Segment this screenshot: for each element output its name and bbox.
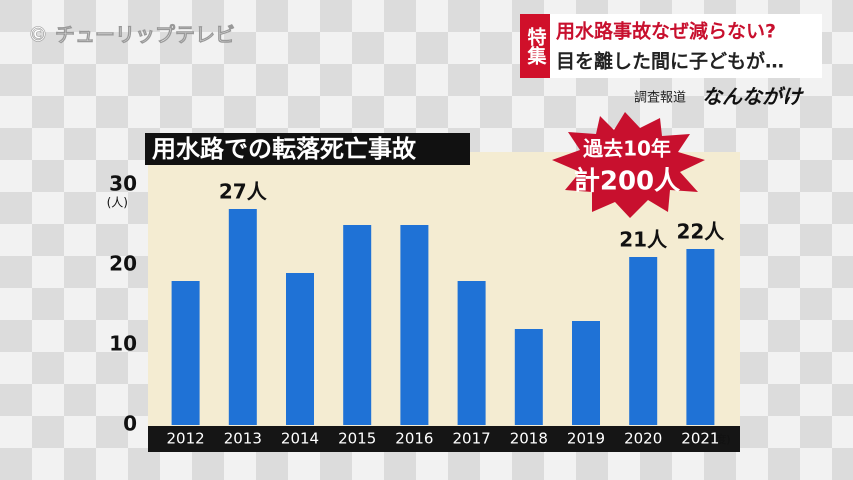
bar <box>343 225 372 425</box>
x-tick-label: 2021 <box>681 430 719 448</box>
y-tick-label: 0 <box>123 412 137 436</box>
bar <box>457 281 486 425</box>
y-unit: (人) <box>107 196 128 210</box>
title-box <box>145 133 470 165</box>
x-axis-band <box>148 426 740 452</box>
annotation: 計200人 <box>574 166 680 197</box>
badge-box <box>520 14 550 78</box>
x-tick-label: 2019 <box>567 430 605 448</box>
bar <box>400 225 429 425</box>
x-tick-label: 2015 <box>338 430 376 448</box>
bar <box>171 281 200 425</box>
burst <box>552 112 705 218</box>
data-label: 21人 <box>619 228 668 252</box>
y-tick-label: 20 <box>109 252 137 276</box>
x-tick-label: 2016 <box>395 430 433 448</box>
bar <box>514 329 543 425</box>
logo: © チューリップテレビ <box>28 23 235 47</box>
bar <box>228 209 257 425</box>
bar <box>572 321 600 425</box>
program-name: なんながけ <box>702 85 804 109</box>
x-tick-label: 2020 <box>624 430 662 448</box>
x-tick-label: 2017 <box>453 430 491 448</box>
x-tick-label: 2013 <box>224 430 262 448</box>
headline-box <box>550 14 822 78</box>
y-tick-label: 30 <box>109 172 137 196</box>
annotation: 過去10年 <box>583 137 671 161</box>
badge: 特集 <box>525 27 548 66</box>
x-tick-label: 2014 <box>281 430 319 448</box>
bar <box>686 249 715 425</box>
headline: 目を離した間に子どもが… <box>556 50 784 73</box>
x-unit: (年度) <box>700 432 731 446</box>
x-tick-label: 2018 <box>510 430 548 448</box>
bar <box>286 273 314 425</box>
headline: 用水路事故なぜ減らない? <box>556 20 776 43</box>
bar <box>629 257 658 425</box>
y-tick-label: 10 <box>109 332 137 356</box>
data-label: 22人 <box>676 220 725 244</box>
chart-title: 用水路での転落死亡事故 <box>152 135 417 163</box>
data-label: 27人 <box>219 180 268 204</box>
x-tick-label: 2012 <box>167 430 205 448</box>
program-label: 調査報道 <box>634 91 686 106</box>
